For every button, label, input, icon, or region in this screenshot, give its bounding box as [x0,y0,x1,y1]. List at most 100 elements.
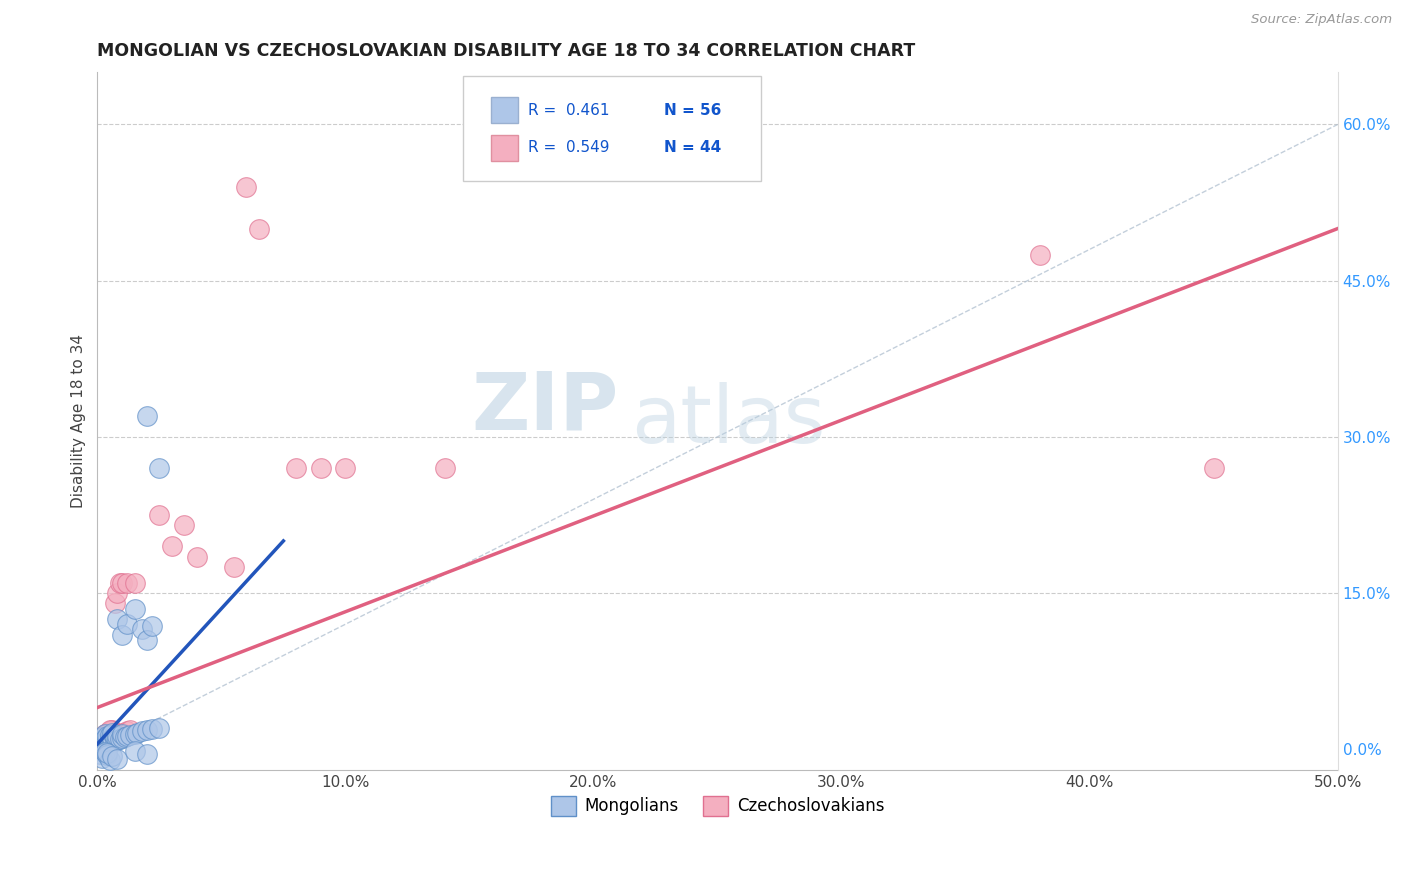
Point [235,180,257,194]
Point [96,748,118,763]
Point [136,632,159,647]
Point [309,461,332,475]
Point [98,731,121,746]
Point [160,539,183,553]
Point [1202,461,1225,475]
Point [91,730,114,744]
Point [89,747,111,762]
Legend: Mongolians, Czechoslovakians: Mongolians, Czechoslovakians [543,788,893,824]
Point [136,747,159,762]
Text: ZIP: ZIP [471,368,619,446]
Point [98,736,121,750]
Point [186,549,208,564]
Point [105,728,128,742]
Point [148,508,170,522]
Point [111,725,134,739]
Point [101,749,124,764]
Point [124,744,146,758]
Point [105,586,128,600]
Point [98,723,121,738]
Point [148,461,170,475]
Point [111,726,134,740]
Point [98,731,121,745]
Point [94,739,117,753]
FancyBboxPatch shape [491,97,517,123]
Point [335,461,357,475]
Point [1029,247,1052,261]
Point [433,461,456,475]
Point [91,730,114,744]
Point [89,734,111,748]
Y-axis label: Disability Age 18 to 34: Disability Age 18 to 34 [72,334,86,508]
Point [124,601,146,615]
Point [108,731,131,746]
Point [118,723,141,738]
Point [101,725,124,739]
Point [94,735,117,749]
Text: R =  0.461: R = 0.461 [527,103,609,118]
Point [115,729,138,743]
Point [111,627,134,641]
Point [104,734,127,748]
Point [94,731,117,745]
Text: N = 44: N = 44 [664,140,721,155]
Point [96,729,118,743]
Point [141,723,163,737]
Point [105,732,128,747]
Point [105,612,128,626]
Point [89,739,111,753]
Point [104,730,127,744]
Point [124,575,146,590]
Point [91,734,114,748]
Point [104,596,127,610]
Point [101,731,124,745]
Point [91,737,114,751]
Point [108,575,131,590]
Point [101,730,124,744]
Point [111,575,134,590]
Text: N = 56: N = 56 [664,103,721,118]
Point [105,729,128,743]
Point [101,723,124,738]
Point [96,747,118,761]
Point [94,731,117,746]
Point [98,753,121,767]
Point [173,518,195,533]
Point [148,722,170,736]
Point [91,750,114,764]
Point [141,619,163,633]
Point [94,731,117,746]
FancyBboxPatch shape [491,135,517,161]
Point [115,617,138,632]
Point [91,738,114,752]
Point [136,409,159,423]
Point [111,731,134,745]
Point [284,461,307,475]
FancyBboxPatch shape [463,76,761,180]
Point [98,724,121,739]
Point [124,726,146,740]
Point [94,732,117,747]
Point [96,737,118,751]
Point [131,623,153,637]
Point [89,736,111,750]
Text: R =  0.549: R = 0.549 [527,140,609,155]
Point [91,735,114,749]
Point [96,732,118,747]
Point [105,751,128,765]
Point [96,728,118,742]
Point [91,737,114,751]
Point [115,724,138,739]
Point [108,726,131,740]
Point [247,221,270,235]
Point [114,730,136,744]
Point [94,726,117,740]
Point [125,725,148,739]
Point [104,729,127,743]
Point [101,730,124,744]
Text: Source: ZipAtlas.com: Source: ZipAtlas.com [1251,13,1392,27]
Point [118,728,141,742]
Point [89,732,111,747]
Point [115,575,138,590]
Text: atlas: atlas [631,382,825,460]
